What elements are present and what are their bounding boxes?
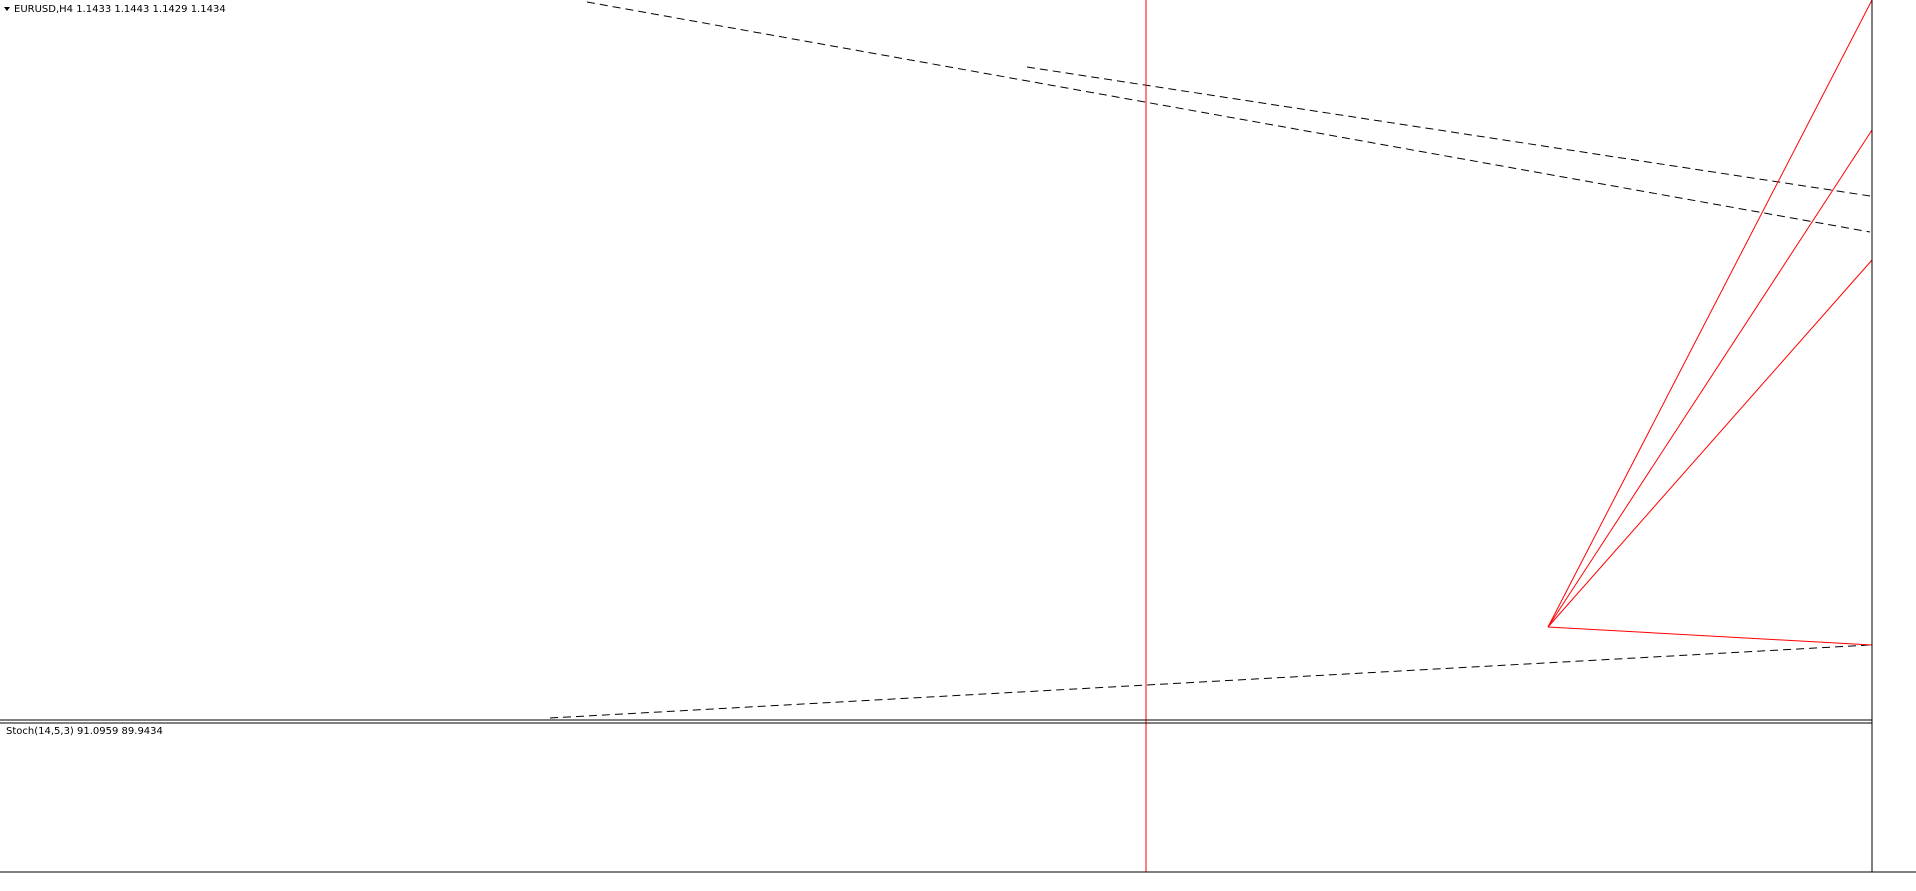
fan-line [1547,0,1873,628]
fan-line [1547,129,1873,628]
trend-line [586,1,1871,233]
chart-title: EURUSD,H4 1.1433 1.1443 1.1429 1.1434 [14,4,226,15]
fan-line [1547,259,1873,628]
menu-triangle [4,7,10,11]
indicator-title: Stoch(14,5,3) 91.0959 89.9434 [6,726,163,737]
fan-line [1547,626,1873,646]
